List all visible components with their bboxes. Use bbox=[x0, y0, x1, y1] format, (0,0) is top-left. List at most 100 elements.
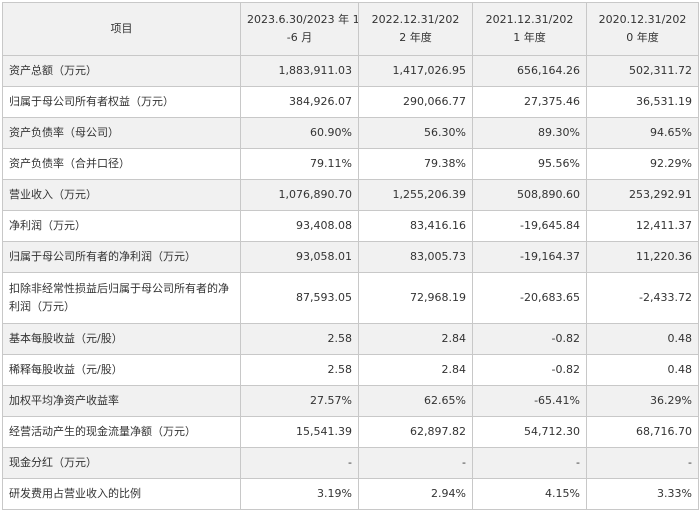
cell-value: -19,645.84 bbox=[472, 210, 587, 242]
cell-value: 0.48 bbox=[586, 323, 699, 355]
cell-value: 1,417,026.95 bbox=[358, 55, 473, 87]
header-line: 2022.12.31/202 bbox=[371, 13, 460, 26]
cell-value: 12,411.37 bbox=[586, 210, 699, 242]
table-row: 归属于母公司所有者的净利润（万元） 93,058.01 83,005.73 -1… bbox=[2, 241, 699, 273]
header-line: -6 月 bbox=[286, 31, 313, 44]
cell-value: 508,890.60 bbox=[472, 179, 587, 211]
row-label: 净利润（万元） bbox=[2, 210, 241, 242]
cell-value: - bbox=[358, 447, 473, 479]
cell-value: 0.48 bbox=[586, 354, 699, 386]
cell-value: 93,408.08 bbox=[240, 210, 359, 242]
cell-value: - bbox=[586, 447, 699, 479]
table-row: 资产负债率（母公司） 60.90% 56.30% 89.30% 94.65% bbox=[2, 117, 699, 149]
cell-value: 2.94% bbox=[358, 478, 473, 510]
table-row: 营业收入（万元） 1,076,890.70 1,255,206.39 508,8… bbox=[2, 179, 699, 211]
cell-value: 3.19% bbox=[240, 478, 359, 510]
row-label: 资产负债率（母公司） bbox=[2, 117, 241, 149]
table-row: 归属于母公司所有者权益（万元） 384,926.07 290,066.77 27… bbox=[2, 86, 699, 118]
row-label: 稀释每股收益（元/股） bbox=[2, 354, 241, 386]
cell-value: 1,255,206.39 bbox=[358, 179, 473, 211]
header-col-2020: 2020.12.31/202 0 年度 bbox=[586, 2, 699, 56]
cell-value: 502,311.72 bbox=[586, 55, 699, 87]
table-header-row: 项目 2023.6.30/2023 年 1 -6 月 2022.12.31/20… bbox=[2, 2, 699, 56]
cell-value: -19,164.37 bbox=[472, 241, 587, 273]
table-row: 加权平均净资产收益率 27.57% 62.65% -65.41% 36.29% bbox=[2, 385, 699, 417]
row-label: 加权平均净资产收益率 bbox=[2, 385, 241, 417]
cell-value: 94.65% bbox=[586, 117, 699, 149]
cell-value: 36.29% bbox=[586, 385, 699, 417]
row-label: 资产总额（万元） bbox=[2, 55, 241, 87]
table-row: 扣除非经常性损益后归属于母公司所有者的净利润（万元） 87,593.05 72,… bbox=[2, 272, 699, 324]
cell-value: 2.84 bbox=[358, 323, 473, 355]
cell-value: 11,220.36 bbox=[586, 241, 699, 273]
cell-value: 27,375.46 bbox=[472, 86, 587, 118]
cell-value: 15,541.39 bbox=[240, 416, 359, 448]
table-row: 资产负债率（合并口径） 79.11% 79.38% 95.56% 92.29% bbox=[2, 148, 699, 180]
table-row: 资产总额（万元） 1,883,911.03 1,417,026.95 656,1… bbox=[2, 55, 699, 87]
cell-value: 83,416.16 bbox=[358, 210, 473, 242]
cell-value: 72,968.19 bbox=[358, 272, 473, 324]
cell-value: 62.65% bbox=[358, 385, 473, 417]
cell-value: 62,897.82 bbox=[358, 416, 473, 448]
table-row: 研发费用占营业收入的比例 3.19% 2.94% 4.15% 3.33% bbox=[2, 478, 699, 510]
row-label: 现金分红（万元） bbox=[2, 447, 241, 479]
row-label: 经营活动产生的现金流量净额（万元） bbox=[2, 416, 241, 448]
header-line: 1 年度 bbox=[513, 31, 546, 44]
row-label: 扣除非经常性损益后归属于母公司所有者的净利润（万元） bbox=[2, 272, 241, 324]
cell-value: 3.33% bbox=[586, 478, 699, 510]
cell-value: -65.41% bbox=[472, 385, 587, 417]
cell-value: -2,433.72 bbox=[586, 272, 699, 324]
cell-value: - bbox=[472, 447, 587, 479]
cell-value: 2.84 bbox=[358, 354, 473, 386]
header-line: 2021.12.31/202 bbox=[485, 13, 574, 26]
header-line: 2 年度 bbox=[399, 31, 432, 44]
cell-value: 92.29% bbox=[586, 148, 699, 180]
header-line: 2023.6.30/2023 年 1 bbox=[247, 13, 359, 26]
cell-value: 2.58 bbox=[240, 354, 359, 386]
cell-value: 290,066.77 bbox=[358, 86, 473, 118]
cell-value: 656,164.26 bbox=[472, 55, 587, 87]
header-item: 项目 bbox=[2, 2, 241, 56]
cell-value: 87,593.05 bbox=[240, 272, 359, 324]
cell-value: 384,926.07 bbox=[240, 86, 359, 118]
cell-value: 54,712.30 bbox=[472, 416, 587, 448]
row-label: 研发费用占营业收入的比例 bbox=[2, 478, 241, 510]
cell-value: 4.15% bbox=[472, 478, 587, 510]
cell-value: 56.30% bbox=[358, 117, 473, 149]
cell-value: 79.11% bbox=[240, 148, 359, 180]
cell-value: 2.58 bbox=[240, 323, 359, 355]
header-line: 2020.12.31/202 bbox=[598, 13, 687, 26]
cell-value: 68,716.70 bbox=[586, 416, 699, 448]
row-label: 营业收入（万元） bbox=[2, 179, 241, 211]
cell-value: -0.82 bbox=[472, 323, 587, 355]
cell-value: - bbox=[240, 447, 359, 479]
cell-value: 253,292.91 bbox=[586, 179, 699, 211]
cell-value: 93,058.01 bbox=[240, 241, 359, 273]
cell-value: 36,531.19 bbox=[586, 86, 699, 118]
table-row: 现金分红（万元） - - - - bbox=[2, 447, 699, 479]
row-label: 归属于母公司所有者权益（万元） bbox=[2, 86, 241, 118]
cell-value: 1,076,890.70 bbox=[240, 179, 359, 211]
cell-value: -20,683.65 bbox=[472, 272, 587, 324]
header-col-2023h1: 2023.6.30/2023 年 1 -6 月 bbox=[240, 2, 359, 56]
header-col-2021: 2021.12.31/202 1 年度 bbox=[472, 2, 587, 56]
table-row: 基本每股收益（元/股） 2.58 2.84 -0.82 0.48 bbox=[2, 323, 699, 355]
row-label: 基本每股收益（元/股） bbox=[2, 323, 241, 355]
table-row: 稀释每股收益（元/股） 2.58 2.84 -0.82 0.48 bbox=[2, 354, 699, 386]
cell-value: -0.82 bbox=[472, 354, 587, 386]
table-row: 经营活动产生的现金流量净额（万元） 15,541.39 62,897.82 54… bbox=[2, 416, 699, 448]
row-label: 归属于母公司所有者的净利润（万元） bbox=[2, 241, 241, 273]
table-row: 净利润（万元） 93,408.08 83,416.16 -19,645.84 1… bbox=[2, 210, 699, 242]
cell-value: 95.56% bbox=[472, 148, 587, 180]
financial-table-container: 项目 2023.6.30/2023 年 1 -6 月 2022.12.31/20… bbox=[2, 2, 699, 510]
row-label: 资产负债率（合并口径） bbox=[2, 148, 241, 180]
header-line: 0 年度 bbox=[626, 31, 659, 44]
cell-value: 83,005.73 bbox=[358, 241, 473, 273]
header-col-2022: 2022.12.31/202 2 年度 bbox=[358, 2, 473, 56]
financial-data-table: 项目 2023.6.30/2023 年 1 -6 月 2022.12.31/20… bbox=[2, 2, 699, 510]
cell-value: 27.57% bbox=[240, 385, 359, 417]
cell-value: 1,883,911.03 bbox=[240, 55, 359, 87]
cell-value: 89.30% bbox=[472, 117, 587, 149]
cell-value: 79.38% bbox=[358, 148, 473, 180]
cell-value: 60.90% bbox=[240, 117, 359, 149]
